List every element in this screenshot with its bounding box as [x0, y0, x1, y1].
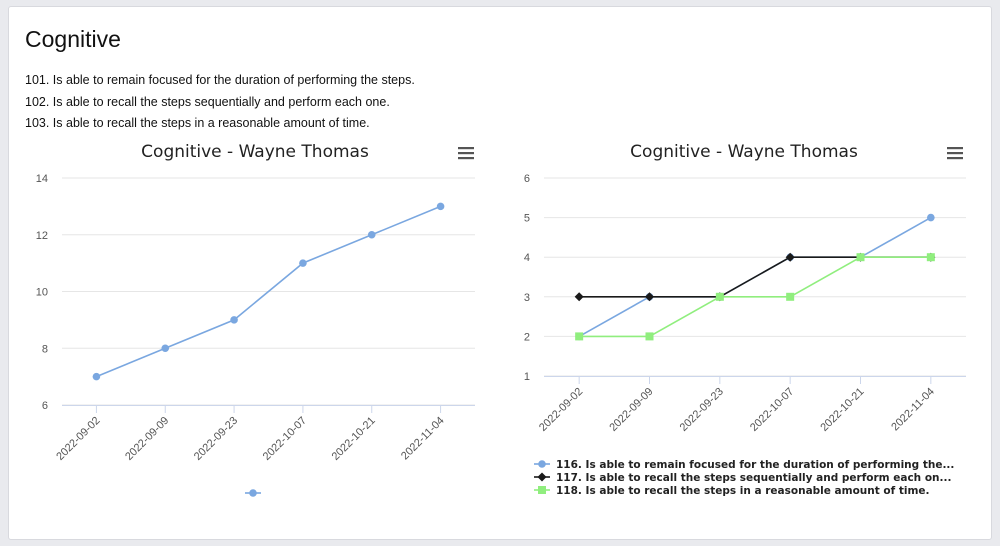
- x-tick-label: 2022-09-02: [54, 415, 102, 463]
- series-line: [96, 205, 441, 378]
- x-tick-label: 2022-09-09: [123, 415, 171, 463]
- report-card: [8, 6, 992, 540]
- data-point: [856, 253, 865, 262]
- data-point: [927, 213, 935, 222]
- y-tick-label: 10: [36, 287, 48, 299]
- y-tick-label: 6: [524, 173, 530, 185]
- criteria-list: 101. Is able to remain focused for the d…: [25, 70, 415, 135]
- cognitive-chart-right: Cognitive - Wayne Thomas 1 2 3 4 5 6 2022-09-02…: [524, 142, 966, 497]
- chart-title: Cognitive - Wayne Thomas: [141, 142, 369, 162]
- y-tick-label: 1: [524, 371, 530, 383]
- x-tick-label: 2022-10-07: [261, 415, 309, 463]
- menu-bar: [458, 147, 474, 150]
- series-2: [574, 252, 936, 302]
- legend-marker: [538, 460, 546, 468]
- x-tick-label: 2022-11-04: [399, 415, 447, 463]
- data-point: [230, 316, 238, 324]
- series-3: [575, 253, 935, 341]
- data-point: [367, 230, 376, 239]
- y-tick-label: 12: [36, 230, 48, 242]
- legend-marker: [537, 472, 547, 482]
- legend-item[interactable]: 116. Is able to remain focused for the d…: [534, 459, 954, 471]
- data-point: [575, 332, 584, 341]
- data-point: [299, 259, 307, 267]
- legend-marker: [249, 489, 257, 497]
- menu-bar: [458, 152, 474, 155]
- y-tick-label: 14: [36, 173, 48, 185]
- legend-label: 118. Is able to recall the steps in a re…: [556, 485, 930, 497]
- series-line: [579, 256, 931, 298]
- y-tick-label: 3: [524, 292, 530, 304]
- series-line: [579, 256, 931, 338]
- hamburger-menu-icon[interactable]: [947, 147, 963, 160]
- legend-item[interactable]: 117. Is able to recall the steps sequent…: [534, 472, 951, 484]
- cognitive-chart-left: Cognitive - Wayne Thomas 6 8 10 12 14 2022-09-…: [36, 142, 475, 497]
- series-1: [92, 202, 445, 381]
- y-tick-label: 6: [42, 400, 48, 412]
- x-tick-label: 2022-09-23: [192, 415, 240, 463]
- criteria-item: 101. Is able to remain focused for the d…: [25, 73, 415, 87]
- data-point: [645, 292, 654, 302]
- x-tick-label: 2022-10-07: [748, 386, 796, 434]
- section-title: Cognitive: [25, 26, 121, 52]
- x-tick-label: 2022-11-04: [889, 386, 937, 434]
- x-tick-label: 2022-09-02: [537, 386, 585, 434]
- menu-bar: [947, 152, 963, 155]
- data-point: [926, 253, 935, 262]
- data-point: [436, 202, 445, 211]
- data-point: [161, 344, 170, 353]
- legend-item[interactable]: 118. Is able to recall the steps in a re…: [534, 485, 930, 497]
- data-point: [645, 332, 654, 341]
- legend-label: 116. Is able to remain focused for the d…: [556, 459, 954, 471]
- data-point: [574, 292, 584, 302]
- x-tick-label: 2022-09-09: [607, 386, 655, 434]
- y-tick-label: 5: [524, 213, 530, 225]
- x-tick-label: 2022-10-21: [330, 415, 378, 463]
- hamburger-menu-icon[interactable]: [458, 147, 474, 160]
- legend-item[interactable]: [245, 489, 261, 497]
- data-point: [715, 292, 724, 301]
- legend-label: 117. Is able to recall the steps sequent…: [556, 472, 951, 484]
- x-tick-label: 2022-09-23: [678, 386, 726, 434]
- menu-bar: [947, 157, 963, 160]
- x-tick-label: 2022-10-21: [818, 386, 866, 434]
- menu-bar: [947, 147, 963, 150]
- criteria-item: 102. Is able to recall the steps sequent…: [25, 94, 390, 109]
- data-point: [92, 372, 101, 381]
- menu-bar: [458, 157, 474, 160]
- y-tick-label: 2: [524, 331, 530, 343]
- y-tick-label: 8: [42, 343, 48, 355]
- legend-marker: [538, 486, 546, 494]
- data-point: [786, 292, 795, 301]
- chart-title: Cognitive - Wayne Thomas: [630, 142, 858, 162]
- y-tick-label: 4: [524, 252, 530, 264]
- data-point: [785, 252, 795, 262]
- criteria-item: 103. Is able to recall the steps in a re…: [25, 116, 370, 130]
